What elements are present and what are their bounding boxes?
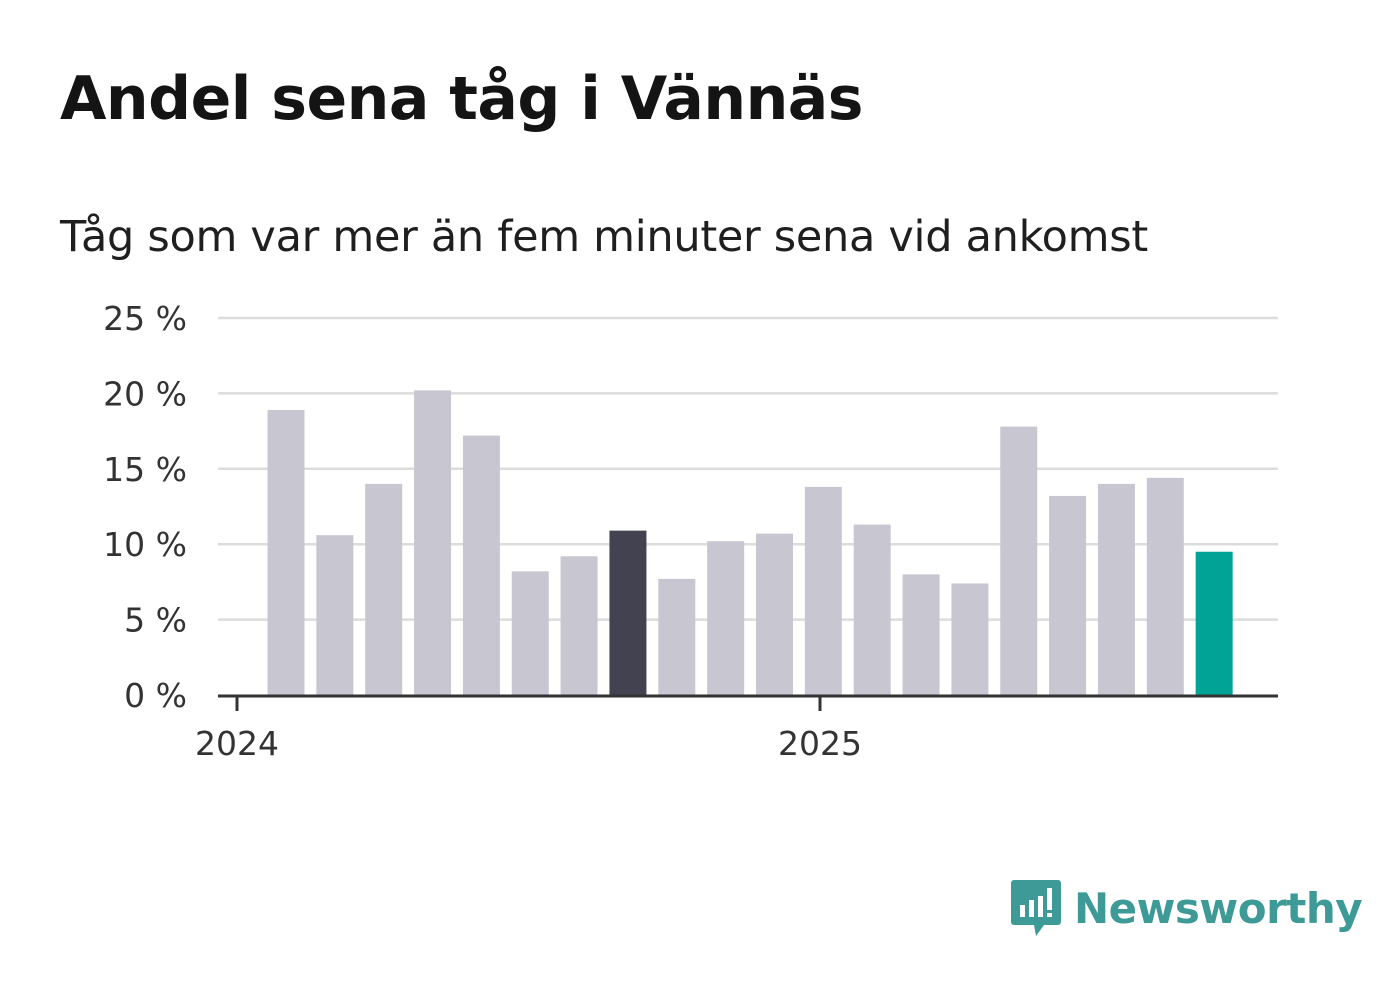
bar [804, 486, 842, 695]
bar [1195, 551, 1233, 695]
bar [853, 524, 891, 695]
bar [902, 574, 940, 695]
y-tick-label: 25 % [103, 299, 187, 338]
bar [462, 435, 500, 695]
y-tick-label: 15 % [103, 450, 187, 489]
bar [756, 533, 793, 695]
y-tick-label: 20 % [103, 374, 187, 413]
chart-subtitle: Tåg som var mer än fem minuter sena vid … [60, 212, 1148, 262]
bar [658, 578, 696, 695]
y-tick-label: 10 % [103, 525, 187, 564]
x-tick-label: 2025 [778, 724, 862, 763]
bar [511, 571, 549, 695]
newsworthy-logo-icon [1011, 880, 1061, 936]
bar [267, 409, 305, 695]
bar [1049, 495, 1087, 695]
bar [707, 541, 745, 695]
y-tick-label: 5 % [124, 601, 187, 640]
bar [951, 583, 989, 695]
bar [1146, 477, 1184, 695]
bar [316, 535, 354, 695]
brand-name: Newsworthy [1074, 883, 1363, 933]
brand-logo: Newsworthy [1010, 878, 1363, 938]
y-tick-label: 0 % [124, 676, 187, 715]
bar [414, 390, 452, 695]
x-tick-label: 2024 [195, 724, 279, 763]
bar [1000, 426, 1038, 695]
bar [1097, 483, 1135, 695]
chart-title: Andel sena tåg i Vännäs [60, 64, 863, 134]
bar [609, 530, 647, 695]
bar [365, 483, 403, 695]
bar [560, 556, 598, 695]
